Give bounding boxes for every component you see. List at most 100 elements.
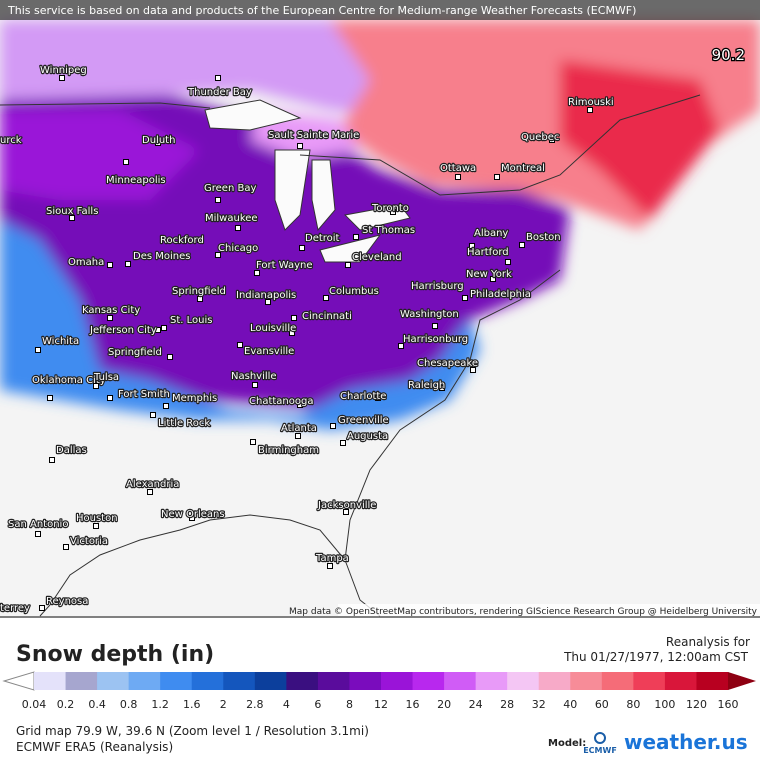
city-marker bbox=[235, 225, 241, 231]
legend-tick: 32 bbox=[532, 698, 546, 711]
city-marker bbox=[295, 433, 301, 439]
legend-swatch bbox=[570, 672, 603, 690]
legend-tick: 100 bbox=[654, 698, 675, 711]
model-logo: ECMWF bbox=[583, 746, 617, 755]
legend-swatch bbox=[349, 672, 382, 690]
legend-tick: 12 bbox=[374, 698, 388, 711]
city-label: Augusta bbox=[347, 431, 388, 442]
legend-tick: 160 bbox=[718, 698, 739, 711]
city-label: New York bbox=[466, 269, 512, 280]
city-label: terrey bbox=[0, 603, 30, 614]
city-label: New Orleans bbox=[161, 509, 225, 520]
city-label: Quebec bbox=[521, 132, 559, 143]
city-marker bbox=[167, 354, 173, 360]
legend-swatch bbox=[128, 672, 161, 690]
legend-swatch bbox=[381, 672, 414, 690]
city-label: Evansville bbox=[244, 346, 294, 357]
legend-swatch bbox=[633, 672, 666, 690]
city-label: Cleveland bbox=[352, 252, 402, 263]
city-marker bbox=[519, 242, 525, 248]
city-marker bbox=[297, 402, 303, 408]
legend-tick: 120 bbox=[686, 698, 707, 711]
legend-swatch bbox=[475, 672, 508, 690]
legend-low-swatch bbox=[34, 672, 66, 690]
legend-swatch bbox=[601, 672, 634, 690]
city-marker bbox=[340, 440, 346, 446]
city-marker bbox=[93, 523, 99, 529]
city-label: San Antonio bbox=[8, 519, 68, 530]
city-label: Duluth bbox=[142, 135, 175, 146]
city-marker bbox=[155, 140, 161, 146]
city-marker bbox=[215, 75, 221, 81]
legend-tick: 40 bbox=[563, 698, 577, 711]
city-label: Washington bbox=[400, 309, 459, 320]
city-marker bbox=[398, 343, 404, 349]
legend-tick: 24 bbox=[469, 698, 483, 711]
legend-swatch bbox=[223, 672, 256, 690]
city-marker bbox=[189, 515, 195, 521]
city-marker bbox=[323, 295, 329, 301]
city-label: Springfield bbox=[172, 286, 226, 297]
max-value: 90.2 bbox=[712, 46, 745, 64]
city-marker bbox=[125, 261, 131, 267]
city-marker bbox=[469, 243, 475, 249]
city-marker bbox=[490, 276, 496, 282]
legend-tick: 0.8 bbox=[120, 698, 138, 711]
city-label: Alexandria bbox=[126, 479, 179, 490]
city-marker bbox=[299, 245, 305, 251]
city-label: Wichita bbox=[42, 336, 79, 347]
city-label: Montreal bbox=[501, 163, 545, 174]
city-marker bbox=[35, 531, 41, 537]
city-label: Hartford bbox=[467, 247, 509, 258]
city-marker bbox=[155, 327, 161, 333]
legend-tick: 4 bbox=[283, 698, 290, 711]
city-label: Louisville bbox=[250, 323, 296, 334]
legend-swatch bbox=[160, 672, 193, 690]
city-marker bbox=[432, 323, 438, 329]
legend-swatch bbox=[65, 672, 98, 690]
map: This service is based on data and produc… bbox=[0, 0, 760, 617]
city-marker bbox=[343, 509, 349, 515]
city-label: Chattanooga bbox=[249, 396, 313, 407]
city-label: Kansas City bbox=[82, 305, 140, 316]
city-marker bbox=[390, 209, 396, 215]
city-marker bbox=[265, 299, 271, 305]
city-marker bbox=[455, 174, 461, 180]
city-label: St. Louis bbox=[170, 315, 212, 326]
city-label: Jefferson City bbox=[89, 325, 157, 336]
city-marker bbox=[47, 395, 53, 401]
city-marker bbox=[375, 395, 381, 401]
legend-tick: 60 bbox=[595, 698, 609, 711]
grid-info: Grid map 79.9 W, 39.6 N (Zoom level 1 / … bbox=[16, 724, 369, 738]
city-label: Chesapeake bbox=[417, 358, 478, 369]
city-marker bbox=[250, 439, 256, 445]
city-label: Albany bbox=[474, 228, 508, 239]
city-marker bbox=[107, 262, 113, 268]
legend-swatch bbox=[286, 672, 319, 690]
city-label: Sioux Falls bbox=[46, 206, 98, 217]
city-label: Cincinnati bbox=[302, 311, 352, 322]
legend-tick: 2.8 bbox=[246, 698, 264, 711]
city-label: Winnipeg bbox=[40, 65, 87, 76]
city-marker bbox=[150, 412, 156, 418]
city-marker bbox=[163, 403, 169, 409]
city-label: Des Moines bbox=[133, 251, 190, 262]
city-marker bbox=[59, 75, 65, 81]
city-marker bbox=[39, 605, 45, 611]
city-label: urck bbox=[0, 135, 22, 146]
city-label: Memphis bbox=[172, 393, 217, 404]
city-label: Little Rock bbox=[158, 418, 210, 429]
city-marker bbox=[69, 215, 75, 221]
city-label: St Thomas bbox=[362, 225, 415, 236]
legend-swatch bbox=[664, 672, 697, 690]
city-marker bbox=[215, 252, 221, 258]
city-label: Oklahoma City bbox=[32, 375, 106, 386]
city-label: Birmingham bbox=[258, 445, 319, 456]
city-marker bbox=[330, 423, 336, 429]
city-label: Sault Sainte Marie bbox=[268, 130, 359, 141]
city-marker bbox=[237, 342, 243, 348]
city-label: Victoria bbox=[70, 536, 108, 547]
city-label: Dallas bbox=[56, 445, 87, 456]
city-marker bbox=[289, 330, 295, 336]
city-marker bbox=[291, 315, 297, 321]
